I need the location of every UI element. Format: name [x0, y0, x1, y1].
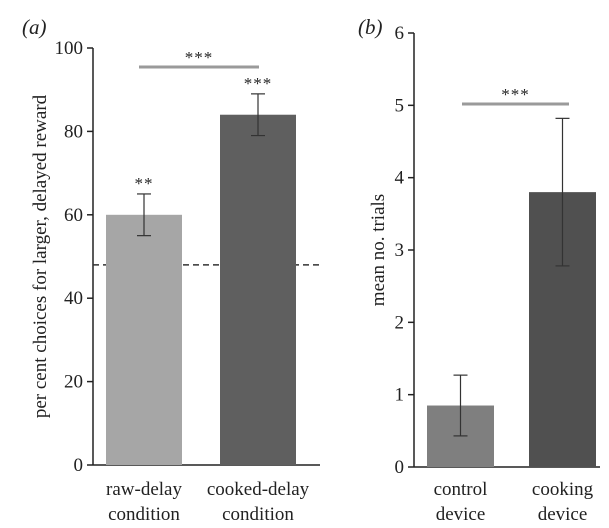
panel-a: (a) 0 20 40 60 80 100 per cent choices for larg… [22, 15, 320, 525]
bar [220, 114, 296, 465]
category-label: device [436, 504, 486, 525]
panel-label: (b) [358, 15, 383, 39]
y-tick-label: 40 [64, 288, 83, 309]
significance-label: ** [135, 174, 154, 193]
panel-b: (b) 0 1 2 3 4 5 6 mean no. trials control device co… [358, 15, 600, 525]
bar [106, 214, 182, 465]
y-tick-label: 5 [395, 95, 405, 116]
category-label: device [538, 504, 588, 525]
category-label: condition [222, 504, 294, 525]
y-tick-label: 0 [74, 455, 84, 476]
y-tick-label: 60 [64, 205, 83, 226]
y-tick-label: 6 [395, 23, 405, 44]
y-tick-label: 4 [395, 168, 405, 189]
comparison-significance-label: *** [501, 85, 530, 104]
y-tick-label: 2 [395, 312, 405, 333]
y-tick-label: 80 [64, 121, 83, 142]
category-label: condition [108, 504, 180, 525]
y-tick-label: 20 [64, 372, 83, 393]
y-axis-label: mean no. trials [368, 194, 389, 306]
y-axis-label: per cent choices for larger, delayed rew… [30, 94, 51, 418]
category-label: raw-delay [106, 479, 182, 500]
category-label: cooking [532, 479, 594, 500]
comparison-significance-label: *** [185, 48, 214, 67]
category-label: cooked-delay [207, 479, 310, 500]
y-tick-label: 1 [395, 385, 405, 406]
y-tick-label: 3 [395, 240, 405, 261]
significance-label: *** [244, 74, 273, 93]
y-tick-label: 100 [55, 38, 84, 59]
panel-label: (a) [22, 15, 47, 39]
y-tick-label: 0 [395, 457, 405, 478]
category-label: control [434, 479, 488, 500]
